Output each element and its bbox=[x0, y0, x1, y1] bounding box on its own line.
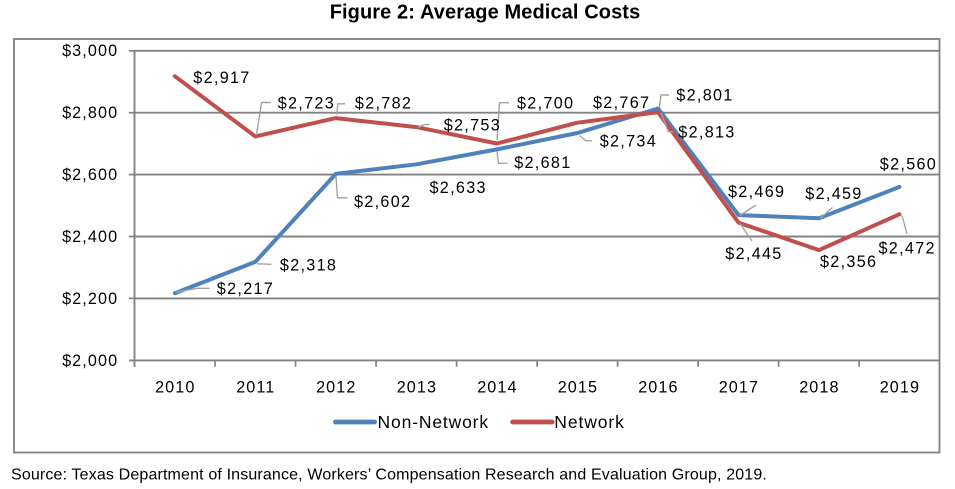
svg-text:2015: 2015 bbox=[558, 378, 598, 396]
svg-text:Source: Texas Department of In: Source: Texas Department of Insurance, W… bbox=[11, 467, 767, 484]
svg-text:Non-Network: Non-Network bbox=[378, 412, 489, 432]
svg-text:2016: 2016 bbox=[638, 378, 678, 396]
svg-text:2011: 2011 bbox=[236, 378, 275, 396]
svg-text:$2,459: $2,459 bbox=[805, 185, 862, 203]
svg-text:$2,200: $2,200 bbox=[62, 290, 118, 308]
svg-text:Network: Network bbox=[554, 412, 624, 432]
svg-text:$2,800: $2,800 bbox=[62, 104, 118, 122]
svg-text:$2,753: $2,753 bbox=[444, 117, 501, 135]
svg-text:$2,472: $2,472 bbox=[879, 239, 936, 257]
svg-text:$2,600: $2,600 bbox=[62, 166, 118, 184]
svg-text:$2,782: $2,782 bbox=[355, 94, 412, 112]
svg-text:2017: 2017 bbox=[719, 378, 759, 396]
svg-text:2019: 2019 bbox=[880, 378, 920, 396]
svg-text:$2,723: $2,723 bbox=[278, 94, 335, 112]
svg-text:$2,445: $2,445 bbox=[725, 245, 782, 263]
svg-text:$2,217: $2,217 bbox=[217, 280, 274, 298]
svg-text:$2,700: $2,700 bbox=[517, 95, 574, 113]
svg-text:$2,917: $2,917 bbox=[193, 69, 250, 87]
svg-text:$3,000: $3,000 bbox=[62, 42, 118, 60]
svg-text:$2,602: $2,602 bbox=[354, 193, 411, 211]
svg-text:Figure 2: Average Medical Cost: Figure 2: Average Medical Costs bbox=[330, 2, 641, 24]
svg-text:$2,633: $2,633 bbox=[430, 179, 487, 197]
svg-text:$2,734: $2,734 bbox=[600, 133, 657, 151]
svg-text:$2,560: $2,560 bbox=[880, 155, 937, 173]
svg-text:$2,681: $2,681 bbox=[514, 154, 571, 172]
svg-text:$2,000: $2,000 bbox=[62, 352, 118, 370]
svg-text:$2,356: $2,356 bbox=[820, 253, 877, 271]
svg-text:2012: 2012 bbox=[316, 378, 356, 396]
svg-text:$2,318: $2,318 bbox=[280, 257, 337, 275]
svg-text:$2,801: $2,801 bbox=[676, 87, 733, 105]
svg-text:$2,813: $2,813 bbox=[678, 124, 735, 142]
svg-text:$2,469: $2,469 bbox=[728, 183, 785, 201]
svg-text:2013: 2013 bbox=[397, 378, 437, 396]
svg-text:$2,400: $2,400 bbox=[62, 228, 118, 246]
svg-text:2014: 2014 bbox=[477, 378, 517, 396]
svg-text:2018: 2018 bbox=[799, 378, 839, 396]
svg-text:$2,767: $2,767 bbox=[593, 94, 650, 112]
svg-text:2010: 2010 bbox=[155, 378, 195, 396]
